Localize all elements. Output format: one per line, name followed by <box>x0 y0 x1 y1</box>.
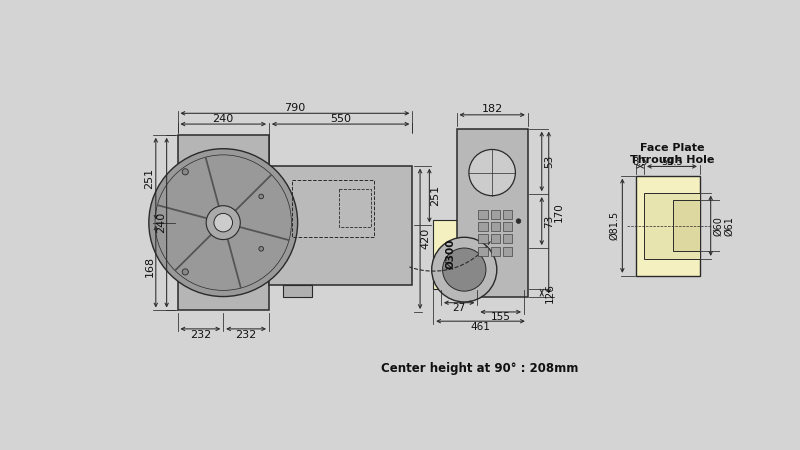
Text: 240: 240 <box>213 114 234 125</box>
Text: 251: 251 <box>145 168 154 189</box>
Bar <box>283 285 312 297</box>
Text: Ø61: Ø61 <box>724 216 734 236</box>
Bar <box>434 220 514 289</box>
Text: 27: 27 <box>453 303 466 313</box>
Text: 73: 73 <box>545 215 554 228</box>
Text: 420: 420 <box>421 228 430 249</box>
Text: 54.5: 54.5 <box>661 157 682 167</box>
Bar <box>503 247 512 256</box>
Bar <box>457 129 528 297</box>
Circle shape <box>206 206 240 239</box>
Text: 251: 251 <box>430 185 441 206</box>
Circle shape <box>214 213 233 232</box>
Circle shape <box>149 148 298 297</box>
Bar <box>292 180 374 237</box>
Circle shape <box>516 219 521 223</box>
Bar <box>673 200 700 251</box>
Circle shape <box>469 149 515 196</box>
Bar <box>503 234 512 243</box>
Text: 182: 182 <box>482 104 502 114</box>
Text: 8.5: 8.5 <box>633 157 648 167</box>
Text: Center height at 90° : 208mm: Center height at 90° : 208mm <box>381 362 578 375</box>
Bar <box>644 193 700 259</box>
Bar <box>478 222 487 231</box>
Bar <box>503 222 512 231</box>
Text: 126: 126 <box>545 283 554 303</box>
Text: Face Plate
Through Hole: Face Plate Through Hole <box>630 143 714 165</box>
Text: 168: 168 <box>145 256 154 277</box>
Bar <box>490 222 500 231</box>
Text: Ø300: Ø300 <box>446 239 455 270</box>
Text: 790: 790 <box>284 103 306 113</box>
Circle shape <box>442 248 486 291</box>
Bar <box>490 247 500 256</box>
Text: 232: 232 <box>235 330 257 340</box>
Circle shape <box>182 169 188 175</box>
Bar <box>503 210 512 219</box>
Text: 53: 53 <box>545 155 554 168</box>
Circle shape <box>259 247 263 251</box>
Bar <box>178 135 269 310</box>
Bar <box>490 210 500 219</box>
Text: 155: 155 <box>490 312 510 322</box>
Text: 232: 232 <box>190 330 211 340</box>
Bar <box>636 176 700 276</box>
Text: 240: 240 <box>156 212 166 233</box>
Bar <box>338 189 371 227</box>
Text: 461: 461 <box>470 322 490 332</box>
Circle shape <box>182 269 188 275</box>
Text: 170: 170 <box>554 203 564 222</box>
Bar <box>269 166 412 285</box>
Bar <box>478 247 487 256</box>
Bar <box>490 234 500 243</box>
Circle shape <box>259 194 263 199</box>
Bar <box>478 210 487 219</box>
Bar <box>478 234 487 243</box>
Text: Ø60: Ø60 <box>714 216 723 236</box>
Text: Ø81.5: Ø81.5 <box>610 211 620 240</box>
Circle shape <box>432 237 497 302</box>
Text: 550: 550 <box>330 114 351 125</box>
